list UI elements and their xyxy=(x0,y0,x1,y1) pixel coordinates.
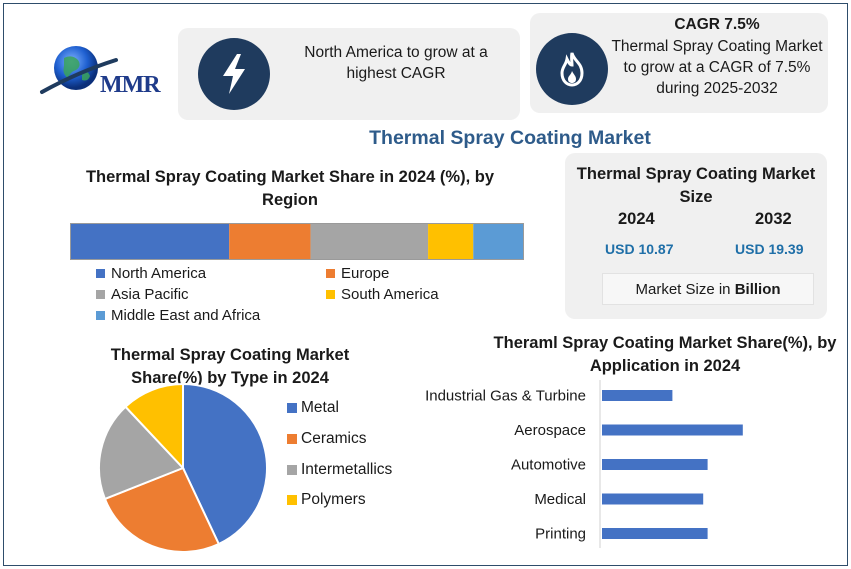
legend-swatch xyxy=(96,269,105,278)
pie-slice-intermetallics xyxy=(98,405,185,501)
type-legend-item-ceramics: Ceramics xyxy=(287,430,366,448)
legend-label: North America xyxy=(111,265,207,282)
region-chart-title: Thermal Spray Coating Market Share in 20… xyxy=(85,168,495,209)
type-legend-item-intermetallics: Intermetallics xyxy=(287,461,392,479)
type-pie-chart xyxy=(98,382,268,553)
market-size-panel: Thermal Spray Coating Market Size 2024 2… xyxy=(565,153,827,319)
region-stacked-bar xyxy=(70,223,524,260)
globe-icon xyxy=(40,46,118,94)
pie-slice-metal xyxy=(182,382,268,546)
region-legend-item-asia-pacific: Asia Pacific xyxy=(96,286,189,303)
application-bar-printing xyxy=(602,528,708,539)
cagr-text: Thermal Spray Coating Market to grow at … xyxy=(611,38,823,97)
main-title: Thermal Spray Coating Market xyxy=(369,127,651,149)
unit-note-prefix: Market Size in xyxy=(635,280,735,298)
region-legend-item-south-america: South America xyxy=(326,286,439,303)
region-segment-south-america xyxy=(428,224,474,259)
legend-label: Asia Pacific xyxy=(111,286,189,303)
application-category-label: Industrial Gas & Turbine xyxy=(425,388,586,405)
legend-label: Metal xyxy=(301,399,339,416)
lightning-icon xyxy=(198,38,270,110)
legend-label: Europe xyxy=(341,265,390,282)
region-segment-north-america xyxy=(71,224,230,259)
legend-label: Middle East and Africa xyxy=(111,307,261,324)
application-bar-automotive xyxy=(602,459,708,470)
application-category-label: Aerospace xyxy=(514,422,586,439)
legend-swatch xyxy=(326,269,335,278)
legend-swatch xyxy=(287,465,297,475)
region-legend-item-europe: Europe xyxy=(326,265,389,282)
application-chart-title: Theraml Spray Coating Market Share(%), b… xyxy=(493,334,837,375)
market-size-title: Thermal Spray Coating Market Size xyxy=(576,165,816,206)
pie-slice-ceramics xyxy=(103,466,221,553)
application-category-label: Automotive xyxy=(511,457,586,474)
legend-label: Intermetallics xyxy=(301,461,393,478)
cagr-title: CAGR 7.5% xyxy=(674,16,760,33)
legend-swatch xyxy=(96,311,105,320)
legend-swatch xyxy=(287,434,297,444)
value-2024: USD 10.87 xyxy=(605,241,674,257)
pie-slice-polymers xyxy=(124,382,184,471)
region-bar-outline xyxy=(70,223,524,260)
region-legend-item-north-america: North America xyxy=(96,265,206,282)
application-bar-chart: Industrial Gas & Turbine Aerospace Automot… xyxy=(425,380,743,548)
market-size-unit-box: Market Size in Billion xyxy=(602,273,814,305)
legend-swatch xyxy=(287,403,297,413)
application-category-label: Medical xyxy=(534,491,586,508)
region-segment-europe xyxy=(229,224,311,259)
value-2032: USD 19.39 xyxy=(735,241,804,257)
type-chart-title: Thermal Spray Coating Market Share(%) by… xyxy=(110,346,350,387)
type-legend-item-polymers: Polymers xyxy=(287,491,366,509)
region-legend-item-middle-east-and-africa: Middle East and Africa xyxy=(96,307,260,324)
legend-swatch xyxy=(326,290,335,299)
flame-icon xyxy=(536,33,608,105)
infographic-frame xyxy=(3,3,848,566)
application-bar-medical xyxy=(602,493,704,505)
type-legend-item-metal: Metal xyxy=(287,399,339,417)
logo: MMR xyxy=(38,42,173,102)
application-bar-aerospace xyxy=(602,424,743,436)
application-bar-industrial-gas-turbine xyxy=(602,390,673,401)
legend-label: Polymers xyxy=(301,491,366,508)
legend-label: South America xyxy=(341,286,439,303)
unit-note-bold: Billion xyxy=(734,280,781,298)
legend-swatch xyxy=(287,495,297,505)
cagr-callout: CAGR 7.5% Thermal Spray Coating Market t… xyxy=(530,13,828,113)
year-2032: 2032 xyxy=(755,210,792,228)
region-segment-middle-east-and-africa xyxy=(473,224,523,259)
legend-label: Ceramics xyxy=(301,430,367,447)
legend-swatch xyxy=(96,290,105,299)
north-america-callout-text: North America to grow at a highest CAGR xyxy=(304,44,488,82)
region-segment-asia-pacific xyxy=(310,224,429,259)
north-america-callout: North America to grow at a highest CAGR xyxy=(178,28,520,120)
application-category-label: Printing xyxy=(535,526,586,543)
logo-text: MMR xyxy=(100,72,161,98)
year-2024: 2024 xyxy=(618,210,655,228)
